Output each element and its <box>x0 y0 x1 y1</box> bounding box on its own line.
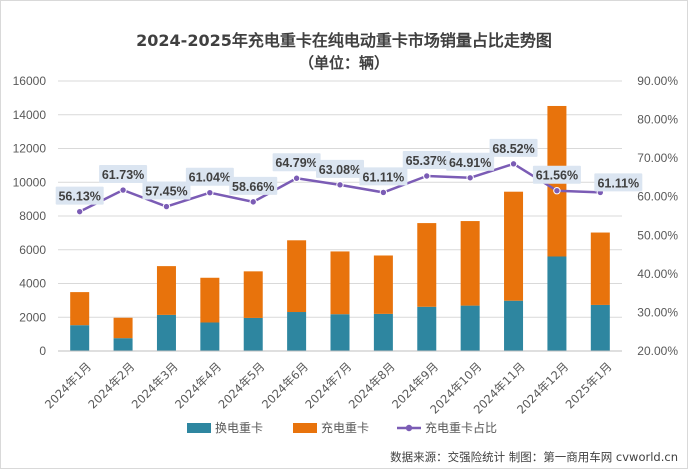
share-label-bg <box>229 176 278 195</box>
share-label-bg <box>316 159 364 178</box>
y-left-tick-label: 14000 <box>13 108 47 122</box>
y-right-tick-label: 80.00% <box>637 113 678 127</box>
legend: 换电重卡 充电重卡 充电重卡占比 <box>187 420 497 435</box>
y-axis-right: 20.00% 30.00% 40.00% 50.00% 60.00% 70.00% 80.0… <box>637 74 678 358</box>
bar-swap <box>156 314 176 351</box>
share-label-bg <box>402 151 451 170</box>
bar-swap <box>113 338 133 351</box>
legend-swatch <box>293 423 317 433</box>
y-axis-left: 0 2000 4000 6000 8000 10000 12000 14000 16000 <box>13 74 47 358</box>
share-data-label: 58.66% <box>232 180 274 194</box>
share-label-bg <box>594 173 643 192</box>
share-data-label: 65.37% <box>406 154 448 168</box>
chart-subtitle: （单位：辆） <box>299 54 389 72</box>
share-line: 56.13%61.73%57.45%61.04%58.66%64.79% 63.0… <box>55 138 643 216</box>
share-data-label: 56.13% <box>58 190 100 204</box>
bar-charge <box>70 292 90 326</box>
bar-swap <box>417 306 437 351</box>
y-right-tick-label: 40.00% <box>637 267 678 281</box>
share-label-bg <box>99 165 148 184</box>
y-left-tick-label: 10000 <box>13 175 47 189</box>
y-right-tick-label: 50.00% <box>637 228 678 242</box>
bar-swap <box>590 304 610 351</box>
share-point <box>336 181 344 189</box>
share-data-label: 61.11% <box>363 170 405 184</box>
y-left-tick-label: 16000 <box>13 74 47 88</box>
share-data-label: 61.04% <box>189 171 231 185</box>
y-left-tick-label: 6000 <box>19 243 46 257</box>
x-axis: 2024年1月2024年2月2024年3月2024年4月2024年5月2024年… <box>42 350 622 417</box>
y-left-tick-label: 12000 <box>13 142 47 156</box>
bar-charge <box>460 221 480 306</box>
share-label-bg <box>532 165 581 184</box>
share-data-label: 63.08% <box>319 163 361 177</box>
share-data-label: 64.79% <box>275 156 317 170</box>
bar-charge <box>156 266 176 315</box>
y-right-tick-label: 90.00% <box>637 74 678 88</box>
share-point <box>379 188 388 197</box>
share-point <box>292 174 301 182</box>
bar-swap <box>243 317 263 351</box>
share-point <box>75 207 84 216</box>
y-right-tick-label: 60.00% <box>637 190 678 204</box>
bar-charge <box>200 277 220 323</box>
bar-charge <box>504 191 524 301</box>
bar-charge <box>417 223 437 307</box>
share-label-bg <box>55 186 104 205</box>
y-left-tick-label: 2000 <box>19 310 46 324</box>
share-data-label: 61.56% <box>536 169 578 183</box>
bars <box>70 105 610 351</box>
bar-swap <box>547 256 567 351</box>
x-tick-label: 2025年1月 <box>563 359 615 411</box>
legend-label: 充电重卡占比 <box>425 420 497 435</box>
share-label-bg <box>359 167 408 186</box>
share-point <box>119 186 127 194</box>
bar-swap <box>287 312 307 351</box>
share-label-bg <box>489 138 538 157</box>
bar-charge <box>287 240 307 313</box>
bar-swap <box>70 325 90 351</box>
bar-swap <box>330 314 350 351</box>
legend-label: 换电重卡 <box>215 421 263 435</box>
y-right-tick-label: 70.00% <box>637 151 678 165</box>
bar-swap <box>460 305 480 351</box>
y-left-tick-label: 0 <box>39 344 46 358</box>
bar-charge <box>590 232 610 305</box>
share-data-label: 61.11% <box>597 176 639 190</box>
bar-charge <box>113 317 133 339</box>
share-data-label: 68.52% <box>492 142 534 156</box>
legend-label: 充电重卡 <box>321 420 369 435</box>
bar-charge <box>243 271 263 318</box>
chart-title: 2024-2025年充电重卡在纯电动重卡市场销量占比走势图 <box>136 31 552 50</box>
share-data-label: 61.73% <box>102 168 144 182</box>
bar-charge <box>330 251 350 315</box>
y-right-tick-label: 20.00% <box>637 344 678 358</box>
bar-swap <box>373 313 393 351</box>
bar-swap <box>504 300 524 351</box>
bar-charge <box>373 255 393 314</box>
share-point <box>466 174 474 182</box>
share-point <box>162 202 171 211</box>
share-data-label: 64.91% <box>449 156 491 170</box>
y-left-tick-label: 4000 <box>19 277 46 291</box>
y-left-tick-label: 8000 <box>19 209 46 223</box>
source-note: 数据来源：交强险统计 制图：第一商用车网 cvworld.cn <box>390 450 678 464</box>
share-point <box>206 189 214 197</box>
share-label-bg <box>142 181 191 200</box>
share-data-label: 57.45% <box>145 185 187 199</box>
legend-swatch <box>187 423 211 433</box>
share-point <box>423 172 431 180</box>
share-label-bg <box>185 167 234 186</box>
share-point <box>553 186 561 195</box>
share-label-bg <box>272 153 321 172</box>
bar-swap <box>200 322 220 351</box>
share-point <box>509 160 518 168</box>
legend-line-marker <box>405 424 413 432</box>
y-right-tick-label: 30.00% <box>637 305 678 319</box>
share-point <box>249 198 257 206</box>
share-label-bg <box>446 152 495 171</box>
